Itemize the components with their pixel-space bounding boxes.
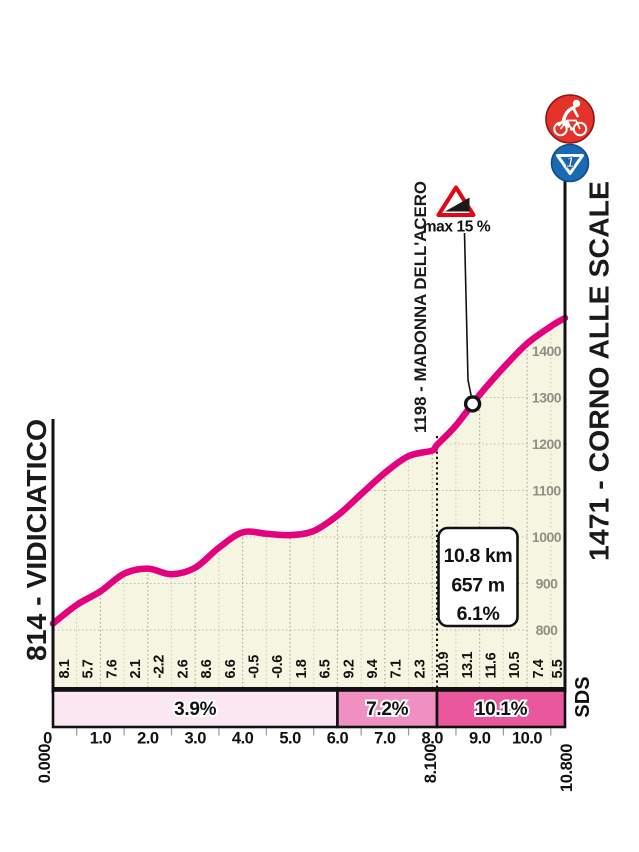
x-tick-label: 9.0 [469, 730, 491, 748]
x-edge-label: 10.800 [558, 744, 576, 792]
gradient-value: 2.6 [175, 659, 191, 678]
y-tick-label: 800 [536, 622, 559, 638]
x-tick-label: 4.0 [232, 730, 254, 748]
x-tick-label: 6.0 [327, 730, 349, 748]
y-tick-label: 1400 [532, 343, 562, 359]
gradient-value: 7.4 [531, 659, 547, 678]
y-tick-bg [530, 437, 563, 451]
y-tick-label: 1300 [532, 390, 562, 406]
start-label: 814 - VIDICIATICO [21, 419, 52, 661]
y-tick-label: 1200 [532, 436, 562, 452]
y-tick-label: 1000 [532, 529, 562, 545]
y-tick-label: 1100 [532, 483, 561, 499]
band-gradient-label: 10.1% [475, 699, 528, 720]
climb-info-box: 10.8 km 657 m 6.1% [437, 526, 519, 628]
gradient-values-layer: 8.1 5.7 7.6 2.1 -2.2 2.6 8.6 6.6 -0.5 -0.6 1.8 6.5 9… [57, 652, 566, 679]
gradient-value: 5.7 [81, 659, 97, 678]
category-number: 1 [566, 154, 574, 171]
gradient-value: 6.6 [223, 659, 239, 678]
x-origin-label: 0 [43, 730, 52, 748]
x-tick-label: 1.0 [90, 730, 112, 748]
distance-axis-layer: 0 1.0 2.0 3.0 4.0 5.0 6.0 7.0 8.0 9.0 10.0 0.000 8.1… [36, 728, 576, 792]
gradient-band [336, 689, 439, 729]
y-tick-bg [530, 623, 563, 637]
gradient-value: 2.3 [412, 659, 428, 678]
x-tick-label: 10.0 [512, 730, 542, 748]
chart-borders-layer [51, 180, 567, 693]
finish-label: 1471 - CORNO ALLE SCALE [584, 181, 615, 561]
gradient-bands-layer: 3.9% 7.2% 10.1% [51, 689, 567, 729]
gradient-band [435, 689, 567, 729]
max-gradient-point-marker [463, 395, 482, 413]
profile-line-layer [49, 314, 569, 627]
gradient-value: 6.5 [318, 659, 334, 678]
x-tick-label: 2.0 [137, 730, 159, 748]
gradient-value: 7.6 [104, 659, 120, 678]
elevation-area [53, 318, 565, 688]
x-tick-label: 3.0 [185, 730, 207, 748]
gradient-value: 8.1 [57, 659, 73, 678]
y-tick-bg [530, 530, 563, 544]
climb-elevation-gain: 657 m [451, 575, 504, 597]
elevation-area-layer: 800 900 1000 1100 1200 1300 1400 [53, 318, 565, 688]
category-1-climb-icon: 1 [550, 143, 590, 183]
x-tick-label: 8.0 [422, 730, 444, 748]
gradient-value: 11.6 [484, 652, 500, 678]
climb-average-gradient: 6.1% [457, 603, 500, 625]
y-tick-bg [530, 483, 563, 498]
gradient-value: 8.6 [199, 659, 215, 678]
gradient-value: 9.2 [341, 659, 357, 678]
climb-length: 10.8 km [444, 545, 513, 567]
gradient-value: -0.5 [246, 655, 262, 679]
y-tick-bg [530, 576, 563, 591]
designer-signature: SDS [572, 676, 594, 717]
gradient-value: 13.1 [460, 652, 476, 679]
gradient-value: 2.1 [128, 659, 144, 678]
x-edge-label: 8.100 [422, 744, 440, 784]
y-tick-bg [530, 390, 563, 405]
band-gradient-label: 3.9% [174, 699, 217, 720]
x-tick-label: 7.0 [374, 730, 396, 748]
gradient-value: 7.1 [389, 659, 405, 678]
x-edge-label: 0.000 [36, 744, 54, 784]
profile-line [49, 314, 569, 627]
gradient-value: 10.9 [436, 652, 452, 679]
x-tick-label: 5.0 [279, 730, 301, 748]
gradient-value: -2.2 [152, 655, 168, 679]
waypoint-label: 1198 - MADONNA DELL'ACERO [411, 181, 430, 433]
max-gradient-label: max 15 % [423, 219, 491, 236]
y-tick-bg [530, 344, 563, 358]
band-gradient-label: 7.2% [366, 699, 409, 720]
max-gradient-pointer-line [463, 232, 472, 396]
gradient-band [51, 689, 339, 729]
y-tick-label: 900 [536, 576, 559, 592]
gradient-value: 10.5 [507, 652, 523, 679]
gradient-value: 1.8 [294, 659, 310, 678]
gradient-value: 5.5 [550, 659, 566, 678]
gradient-value: 9.4 [365, 659, 381, 678]
steep-gradient-warning-icon [436, 185, 476, 217]
gradient-value: -0.6 [270, 655, 286, 679]
cyclist-climb-icon [545, 94, 595, 144]
